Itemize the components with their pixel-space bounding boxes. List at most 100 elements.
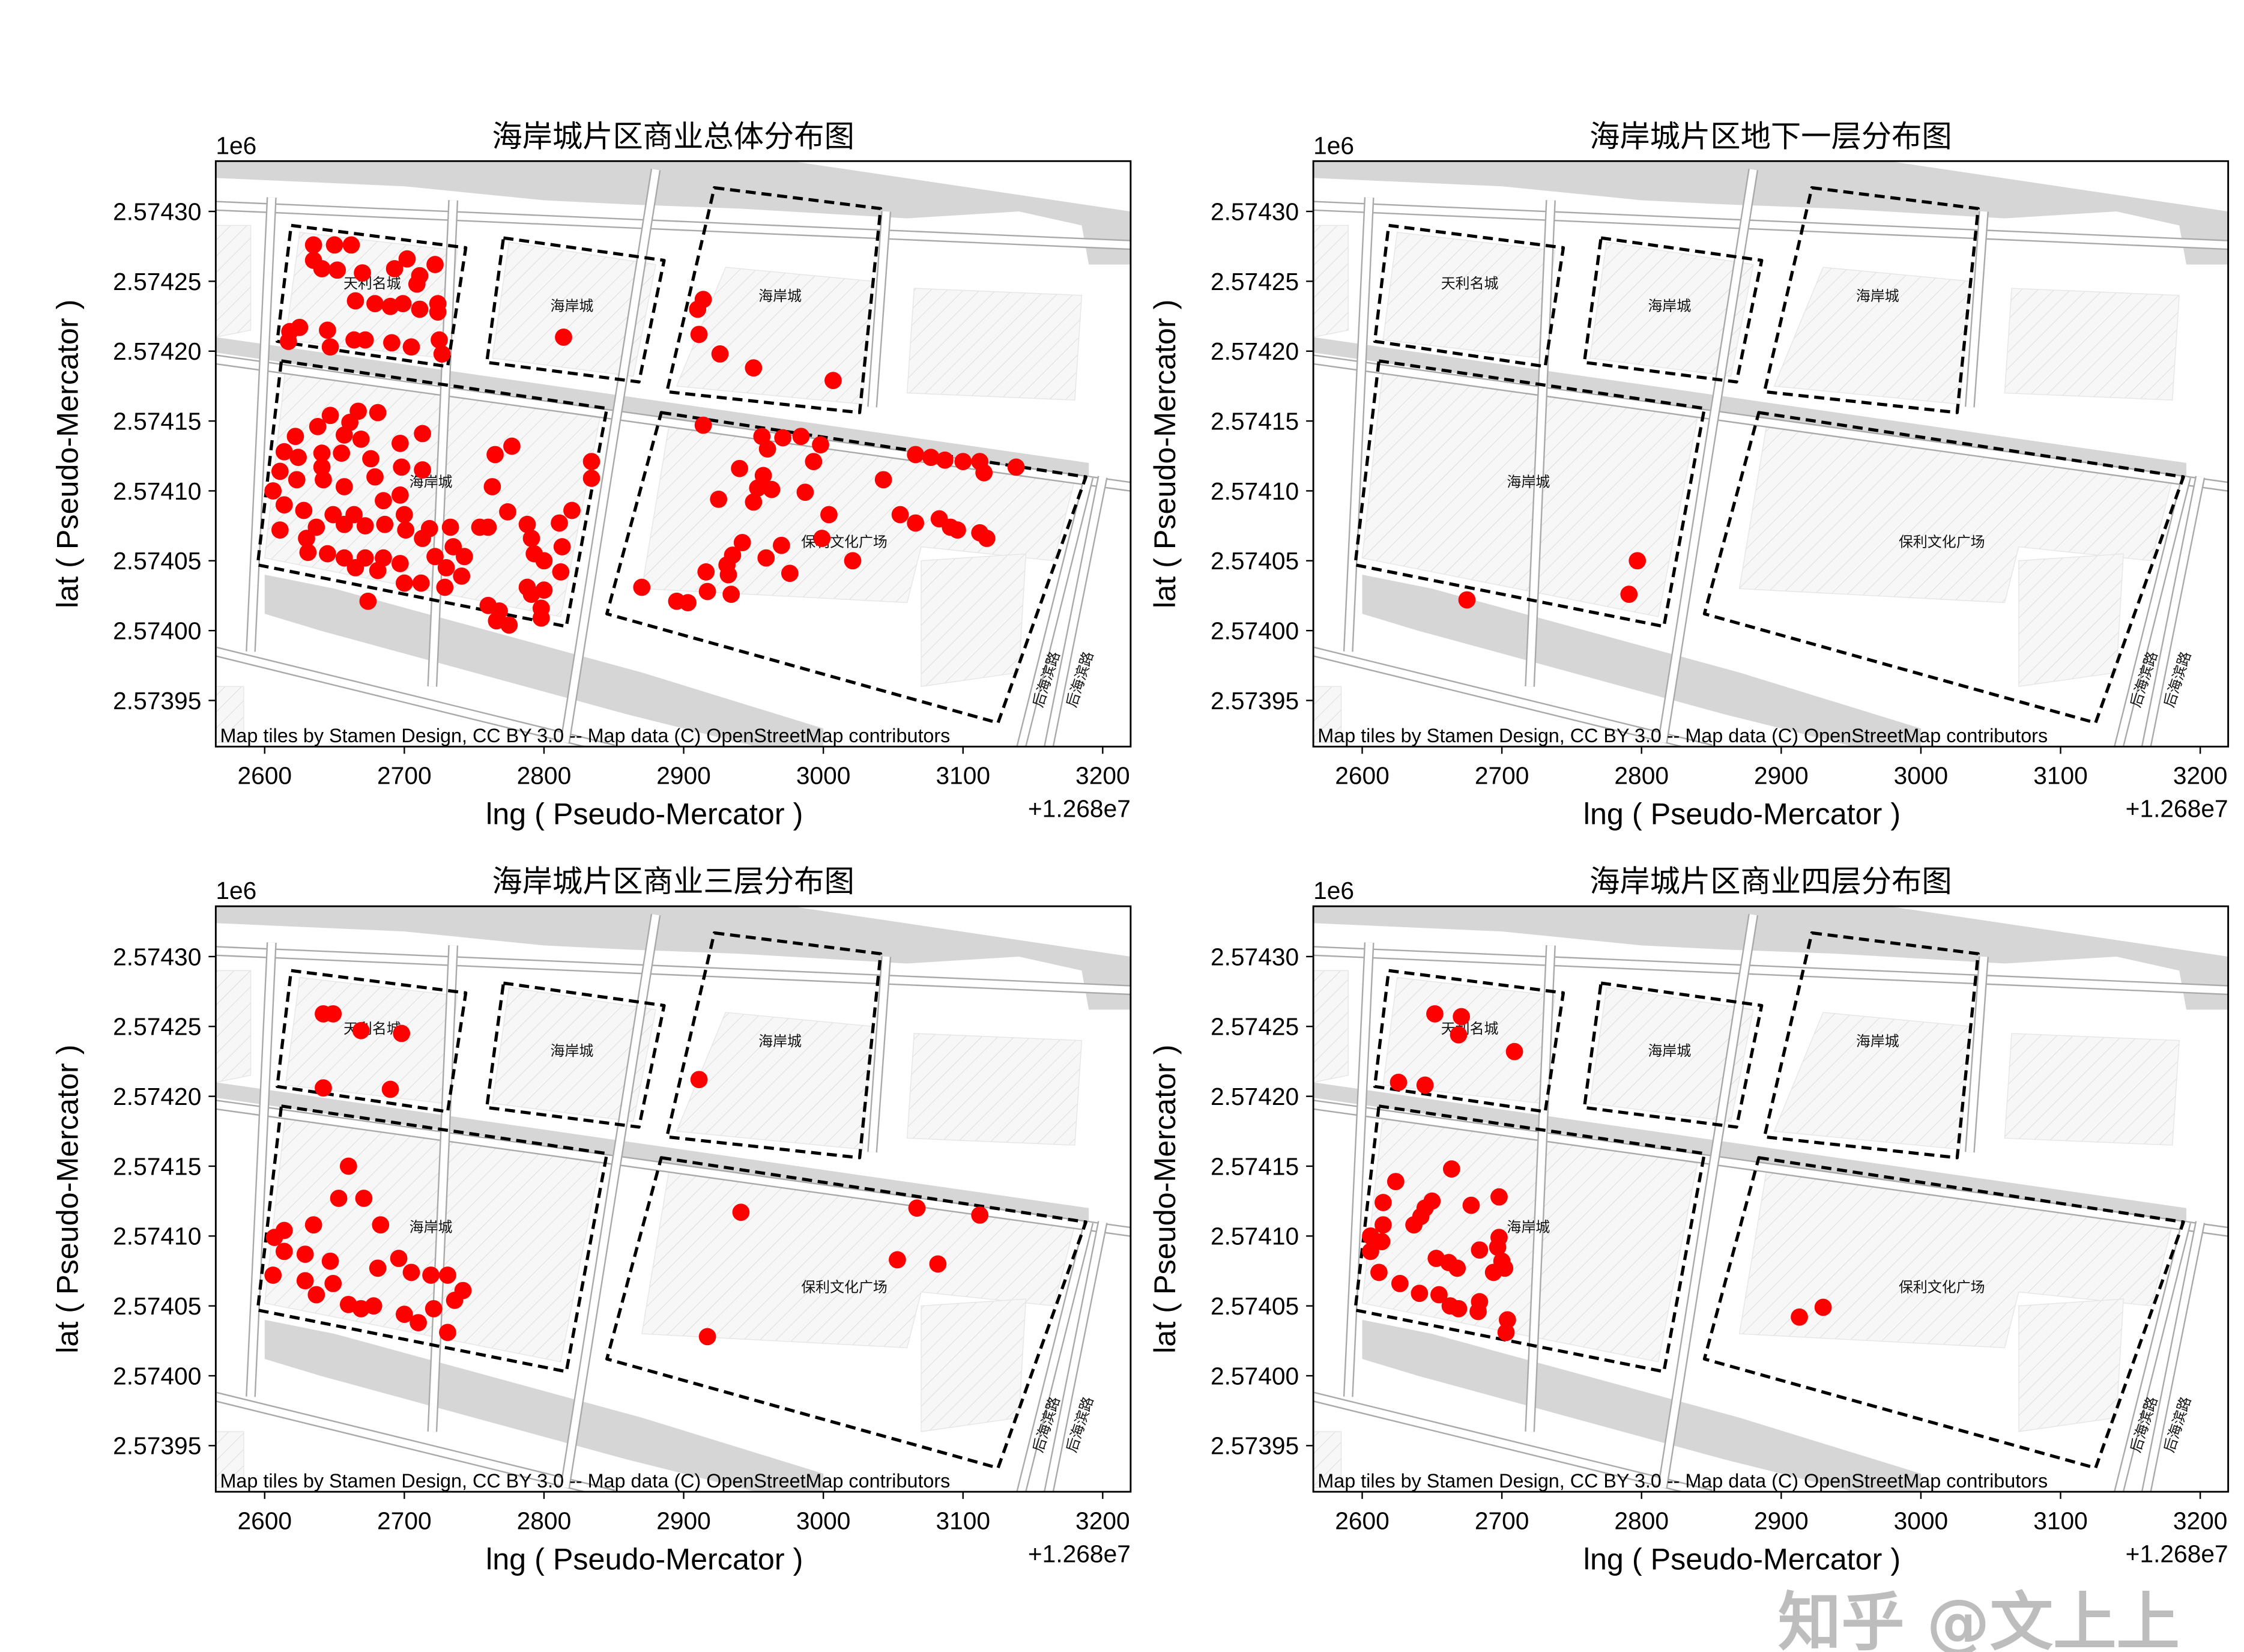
data-point [503, 437, 521, 455]
data-point [479, 518, 497, 536]
x-tick-label: 2900 [1754, 1507, 1809, 1534]
data-point [971, 1206, 989, 1224]
road [216, 947, 1131, 994]
subplot-title: 海岸城片区商业总体分布图 [492, 118, 854, 154]
data-point [820, 506, 838, 524]
y-tick-label: 2.57395 [1211, 687, 1299, 715]
district-boundary [1353, 359, 1707, 628]
data-point [437, 559, 455, 576]
data-point [426, 256, 444, 273]
road [2115, 476, 2190, 747]
data-point [719, 566, 737, 584]
map-label: 海岸城 [758, 288, 802, 304]
data-point [551, 514, 568, 532]
y-tick-label: 2.57425 [1211, 268, 1299, 295]
x-tick-label: 3200 [2173, 762, 2228, 790]
y-tick-label: 2.57400 [113, 617, 201, 645]
x-offset: +1.268e7 [1028, 1540, 1131, 1568]
x-tick-label: 3200 [1075, 1507, 1130, 1534]
x-tick-label: 2900 [1754, 762, 1809, 790]
data-point [275, 1242, 293, 1260]
y-axis-label: lat ( Pseudo-Mercator ) [1148, 300, 1182, 608]
district-boundary [485, 236, 666, 384]
x-tick-label: 2700 [1475, 1507, 1529, 1534]
x-axis-label: lng ( Pseudo-Mercator ) [486, 1542, 803, 1576]
x-tick-label: 2600 [1335, 762, 1390, 790]
building-area [1773, 267, 1971, 405]
data-point [324, 1005, 342, 1023]
data-point [426, 548, 444, 566]
data-point [271, 462, 289, 480]
data-point [414, 530, 431, 547]
data-point [321, 338, 339, 356]
data-point [304, 1216, 322, 1234]
data-point [383, 334, 401, 352]
data-point [907, 514, 925, 532]
y-tick-label: 2.57415 [113, 407, 201, 435]
road [247, 197, 276, 652]
data-point [376, 515, 394, 533]
data-point [321, 1252, 339, 1270]
data-point [732, 1203, 750, 1221]
water-road-band [1362, 575, 1921, 747]
data-point [391, 555, 409, 572]
map-attribution: Map tiles by Stamen Design, CC BY 3.0 --… [220, 725, 951, 746]
water-road-band [1362, 1319, 1921, 1492]
y-tick-label: 2.57400 [1211, 617, 1299, 645]
building-area [216, 686, 244, 743]
data-point [359, 592, 377, 610]
data-point [1373, 1233, 1391, 1250]
data-point [1629, 552, 1647, 570]
data-point [324, 1275, 342, 1292]
data-point [356, 331, 374, 349]
data-point [313, 260, 331, 277]
road [1313, 1393, 1713, 1492]
map-label: 保利文化广场 [1899, 1278, 1985, 1295]
data-point [690, 1071, 708, 1089]
data-point [1499, 1311, 1516, 1329]
data-point [1814, 1298, 1832, 1316]
x-tick-label: 3100 [2033, 762, 2088, 790]
data-point [275, 496, 293, 514]
data-point [745, 359, 763, 377]
road [1966, 956, 1988, 1153]
data-point [275, 1221, 293, 1239]
water-road-band [264, 1319, 824, 1492]
x-axis-label: lng ( Pseudo-Mercator ) [1583, 797, 1901, 831]
map-label: 海岸城 [410, 1218, 453, 1235]
data-point [441, 518, 459, 536]
data-point [1362, 1242, 1379, 1260]
data-point [271, 521, 289, 539]
x-tick-label: 2700 [377, 1507, 432, 1534]
data-point [286, 428, 304, 446]
data-point [1448, 1259, 1466, 1277]
building-area [676, 267, 873, 405]
data-point [907, 446, 925, 464]
building-area [1313, 225, 1349, 338]
map-label: 海岸城 [758, 1033, 802, 1050]
map-label: 保利文化广场 [1899, 534, 1985, 551]
data-point [393, 1024, 411, 1042]
data-point [1450, 1026, 1468, 1044]
x-tick-label: 3100 [936, 762, 990, 790]
data-point [402, 338, 420, 356]
data-point [446, 1291, 464, 1309]
data-point [295, 501, 313, 519]
map-label: 天利名城 [343, 1020, 401, 1037]
map-label: 海岸城 [1648, 1042, 1691, 1059]
building-area [1313, 686, 1342, 743]
axes-frame [1312, 160, 2230, 748]
building-area [2004, 288, 2180, 401]
data-point [1490, 1188, 1508, 1206]
y-tick-label: 2.57425 [113, 1013, 201, 1041]
district-boundary [1373, 223, 1565, 369]
y-tick-label: 2.57430 [1211, 198, 1299, 225]
data-point [393, 458, 411, 476]
building-area [216, 970, 252, 1083]
building-area [1589, 987, 1754, 1122]
data-point [289, 449, 307, 466]
x-tick-label: 2800 [517, 762, 572, 790]
map-label: 海岸城 [1507, 1218, 1550, 1235]
data-point [411, 300, 429, 318]
